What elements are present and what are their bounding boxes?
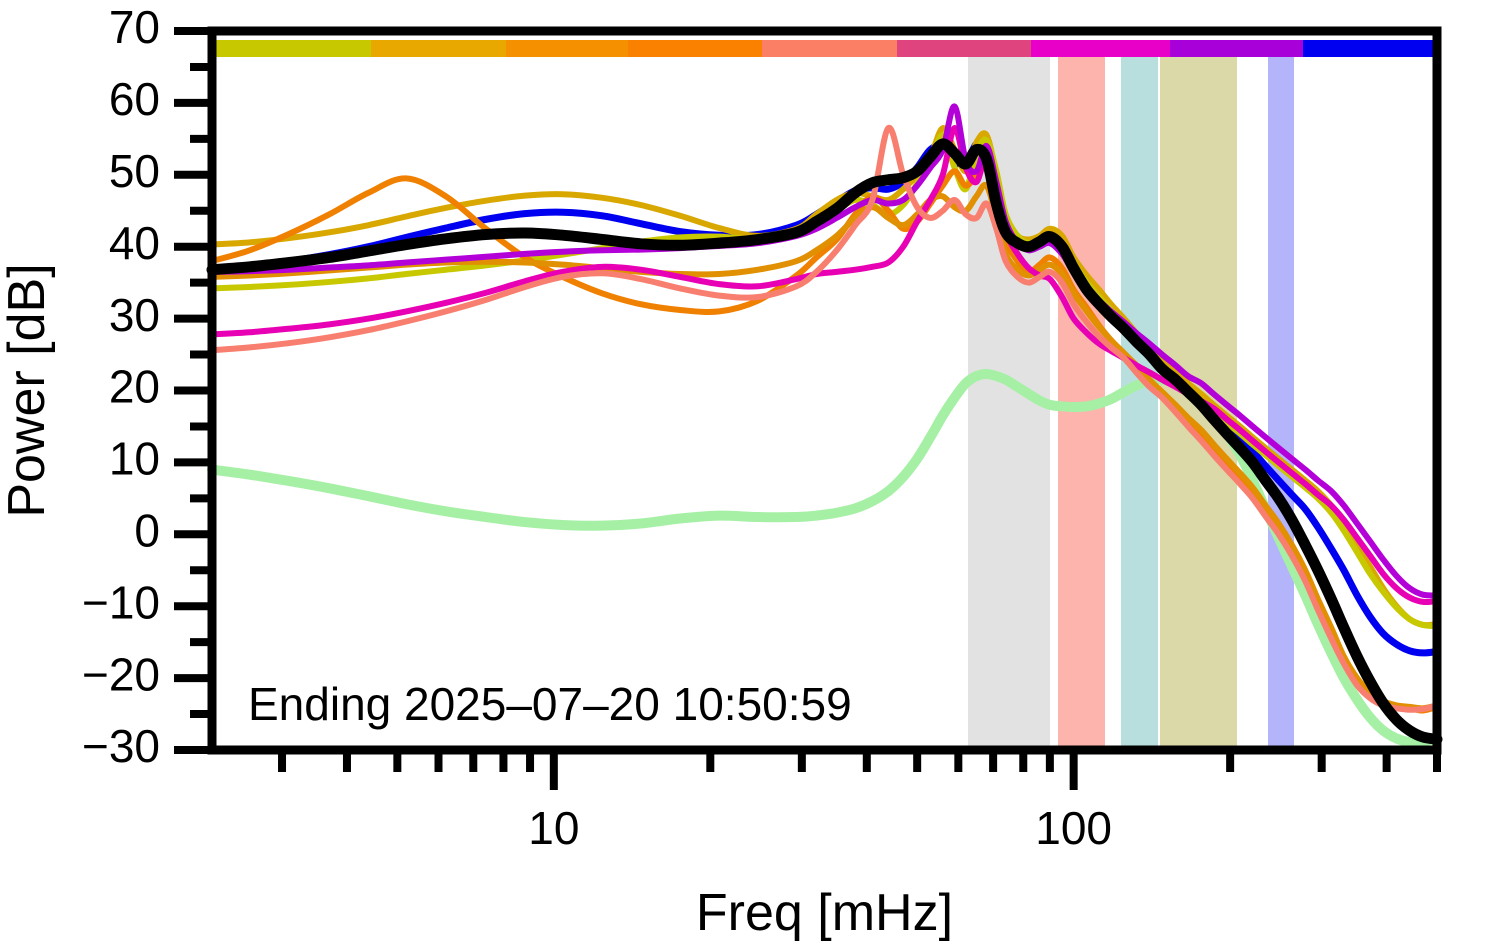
colorbar-segment-band-7 bbox=[1031, 40, 1170, 57]
colorbar-segment-band-8 bbox=[1170, 40, 1303, 57]
axes-frame bbox=[207, 26, 1442, 755]
colorbar-segment-band-9 bbox=[1303, 40, 1437, 57]
y-tick-label: −20 bbox=[82, 648, 160, 700]
y-axis-title: Power [dB] bbox=[0, 263, 56, 517]
trace-gold bbox=[209, 125, 1440, 629]
axis-tick-labels: −30 −20 −10 0 10 20 30 40 50 60 70 10 100 bbox=[82, 1, 1112, 854]
y-tick-label: 20 bbox=[109, 361, 160, 413]
trace-salmon bbox=[209, 125, 1440, 713]
y-tick-label: 50 bbox=[109, 145, 160, 197]
colorbar-segment-band-4 bbox=[628, 40, 762, 57]
colorbar-segment-band-1 bbox=[212, 40, 371, 57]
ending-timestamp-annotation: Ending 2025‒07‒20 10:50:59 bbox=[248, 678, 852, 730]
plot-frame bbox=[207, 26, 1442, 755]
y-tick-label: 70 bbox=[109, 1, 160, 53]
series-group bbox=[206, 103, 1443, 748]
y-tick-label: 40 bbox=[109, 217, 160, 269]
y-tick-label: 60 bbox=[109, 73, 160, 125]
shaded-bands-group bbox=[968, 40, 1294, 750]
y-tick-label: 10 bbox=[109, 433, 160, 485]
colorbar-segment-band-3 bbox=[506, 40, 628, 57]
trace-lightgreen-noise bbox=[207, 368, 1442, 748]
axis-ticks bbox=[174, 27, 1441, 790]
colorbar-segment-band-2 bbox=[371, 40, 506, 57]
y-tick-label: 0 bbox=[134, 504, 160, 556]
y-tick-label: −30 bbox=[82, 720, 160, 772]
frequency-band-colorbar bbox=[212, 40, 1437, 57]
x-axis-title: Freq [mHz] bbox=[696, 884, 953, 942]
x-tick-label: 100 bbox=[1035, 802, 1112, 854]
trace-magenta bbox=[209, 125, 1440, 606]
y-tick-label: 30 bbox=[109, 289, 160, 341]
colorbar-segment-band-5 bbox=[762, 40, 897, 57]
y-tick-label: −10 bbox=[82, 576, 160, 628]
x-tick-label: 10 bbox=[528, 802, 579, 854]
band-purple bbox=[1268, 40, 1294, 750]
colorbar-segment-band-6 bbox=[897, 40, 1031, 57]
band-pink bbox=[1058, 40, 1105, 750]
mean-trace-black bbox=[206, 138, 1443, 745]
